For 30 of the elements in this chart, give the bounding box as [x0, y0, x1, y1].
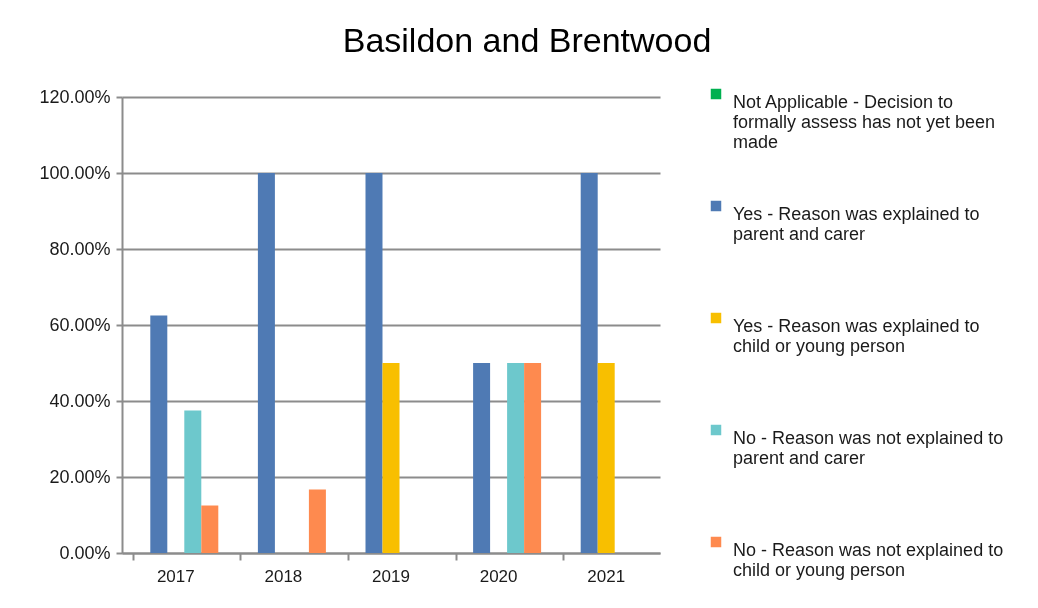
- x-tick-label: 2021: [587, 566, 626, 586]
- legend-label: Yes - Reason was explained to child or young person: [733, 316, 980, 356]
- y-tick-label: 20.00%: [49, 466, 111, 487]
- x-tick-label: 2018: [264, 566, 303, 586]
- x-tick-label: 2020: [479, 566, 518, 586]
- bar: [473, 363, 491, 553]
- bar: [382, 363, 400, 553]
- bar: [201, 505, 219, 553]
- legend-label: No - Reason was not explained to parent and carer: [733, 428, 1004, 468]
- y-tick-label: 0.00%: [59, 542, 111, 563]
- y-tick-label: 100.00%: [39, 162, 111, 183]
- y-tick-label: 80.00%: [49, 238, 111, 259]
- y-tick-label: 120.00%: [39, 86, 111, 107]
- legend-label: Yes - Reason was explained to parent and carer: [733, 204, 980, 244]
- bar: [580, 173, 598, 553]
- bar: [507, 363, 525, 553]
- y-tick-label: 60.00%: [49, 314, 111, 335]
- x-tick-label: 2019: [372, 566, 410, 586]
- bar: [150, 315, 168, 553]
- bar: [257, 173, 275, 553]
- chart-title: Basildon and Brentwood: [342, 21, 712, 59]
- bar: [365, 173, 383, 553]
- y-tick-label: 40.00%: [49, 390, 111, 411]
- legend-label: Not Applicable - Decision to formally assess has not yet been made: [733, 92, 996, 152]
- bar: [308, 489, 326, 553]
- x-tick-label: 2017: [156, 566, 195, 586]
- legend-label: No - Reason was not explained to child or young person: [733, 540, 1004, 580]
- bar: [184, 410, 202, 553]
- bar: [597, 363, 615, 553]
- bar: [524, 363, 542, 553]
